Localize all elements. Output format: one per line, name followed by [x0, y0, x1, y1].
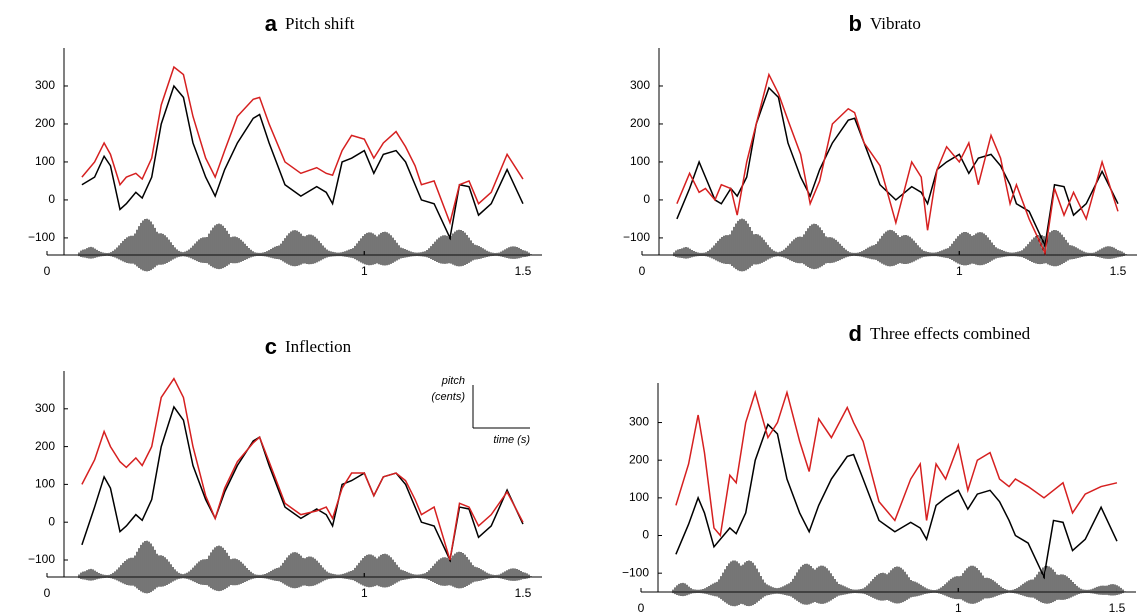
waveform — [78, 540, 532, 594]
y-tick-label: 300 — [629, 415, 649, 429]
pitch-line — [675, 389, 1118, 538]
panel-title: Three effects combined — [870, 324, 1031, 343]
waveform — [672, 560, 1126, 607]
y-tick-label: 0 — [643, 192, 650, 206]
pitch-line — [81, 405, 524, 563]
pitch-line — [676, 86, 1119, 249]
y-tick-label: 100 — [630, 154, 650, 168]
y-tick-label: 0 — [48, 192, 55, 206]
x-tick-label: 1 — [956, 264, 963, 278]
x-tick-label: 1 — [361, 264, 368, 278]
waveform — [78, 218, 532, 272]
y-tick-label: 0 — [642, 528, 649, 542]
panel-label: b — [849, 11, 862, 36]
y-tick-label: 200 — [629, 452, 649, 466]
x-tick-label: 1.5 — [515, 264, 532, 278]
pitch-line — [675, 423, 1118, 580]
y-tick-label: 300 — [35, 401, 55, 415]
y-tick-label: −100 — [28, 230, 55, 244]
x-tick-label: 0 — [638, 601, 645, 615]
annotation: (cents) — [431, 391, 465, 403]
y-tick-label: 300 — [630, 78, 650, 92]
panel-title: Pitch shift — [285, 14, 355, 33]
x-tick-label: 1.5 — [515, 586, 532, 600]
x-tick-label: 0 — [639, 264, 646, 278]
panel-label: c — [265, 334, 277, 359]
y-tick-label: 0 — [48, 514, 55, 528]
y-tick-label: 100 — [35, 477, 55, 491]
annotation: pitch — [441, 375, 465, 387]
y-tick-label: 100 — [35, 154, 55, 168]
pitch-line — [81, 65, 524, 226]
panel-title: Inflection — [285, 337, 352, 356]
y-tick-label: 200 — [35, 439, 55, 453]
y-tick-label: 200 — [35, 116, 55, 130]
x-tick-label: 1 — [955, 601, 962, 615]
y-tick-label: −100 — [28, 552, 55, 566]
panel-label: a — [265, 11, 278, 36]
x-tick-label: 0 — [44, 264, 51, 278]
y-tick-label: 200 — [630, 116, 650, 130]
annotation: time (s) — [493, 434, 530, 446]
panel-label: d — [849, 321, 862, 346]
y-tick-label: −100 — [622, 565, 649, 579]
panel-title: Vibrato — [870, 14, 921, 33]
pitch-line — [81, 84, 524, 241]
y-tick-label: 100 — [629, 490, 649, 504]
pitch-line — [81, 377, 524, 561]
x-tick-label: 1 — [361, 586, 368, 600]
waveform — [673, 218, 1127, 272]
x-tick-label: 0 — [44, 586, 51, 600]
y-tick-label: −100 — [623, 230, 650, 244]
y-tick-label: 300 — [35, 78, 55, 92]
x-tick-label: 1.5 — [1110, 264, 1127, 278]
pitch-line — [676, 72, 1119, 256]
x-tick-label: 1.5 — [1109, 601, 1126, 615]
